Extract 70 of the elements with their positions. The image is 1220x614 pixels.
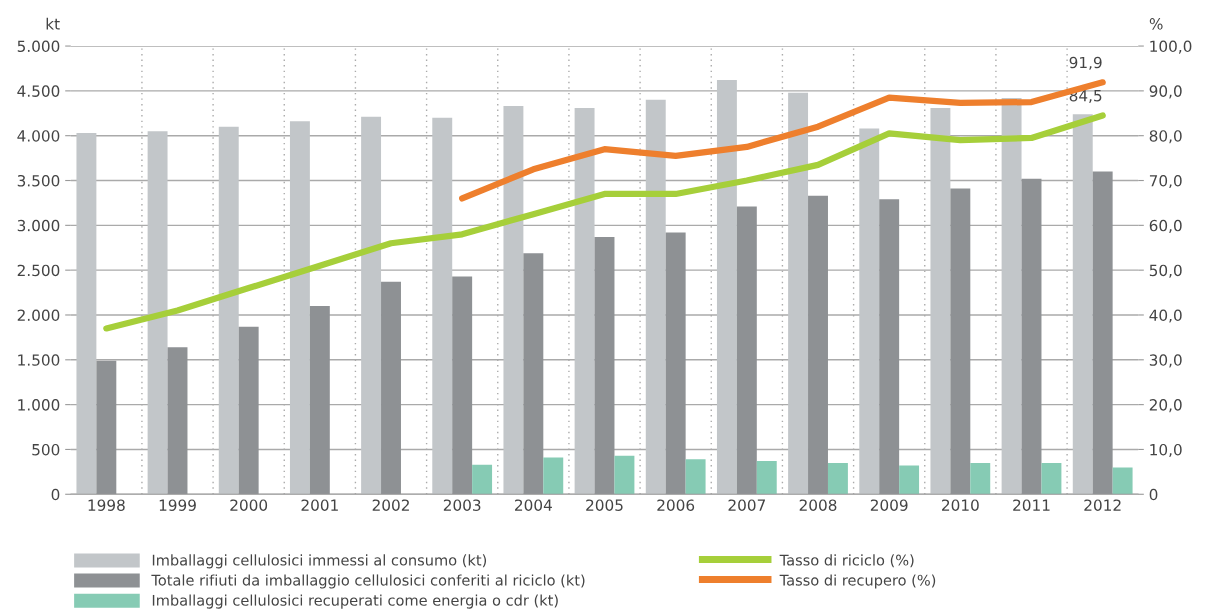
y-tick-label: 500 [32, 443, 60, 456]
bar [1041, 462, 1062, 495]
y2-tick-label: 80,0 [1149, 130, 1182, 144]
bar [1112, 467, 1133, 495]
bar [899, 465, 920, 495]
x-tick-label: 1999 [159, 499, 196, 511]
y-tick-label: 3.500 [17, 174, 60, 187]
legend-label: Imballaggi cellulosici recuperati come energia o cdr (kt) [152, 594, 558, 609]
bar [472, 464, 493, 495]
data-label: 91,9 [1069, 56, 1102, 70]
y2-axis-title: % [1149, 18, 1163, 30]
bar [614, 455, 635, 495]
bar [432, 117, 453, 495]
y-tick-label: 2.500 [17, 264, 60, 277]
y-tick-label: 0 [51, 488, 60, 501]
bar [76, 133, 97, 495]
bar [685, 459, 706, 495]
x-tick-label: 2005 [586, 499, 623, 511]
y2-tick-label: 10,0 [1150, 443, 1182, 458]
bar [1001, 98, 1022, 495]
bar [970, 462, 991, 495]
bar [218, 126, 239, 495]
y2-tick-label: 100,0 [1150, 40, 1192, 54]
legend-label: Imballaggi cellulosici immessi al consumo (kt) [152, 554, 487, 569]
bar [645, 99, 666, 495]
x-tick-label: 2004 [515, 499, 552, 511]
y-tick-label: 1.500 [18, 354, 60, 366]
bar [859, 128, 880, 495]
y-tick-label: 1.000 [18, 399, 60, 411]
y-axis-title: kt [46, 17, 60, 30]
bar [361, 116, 382, 495]
y2-tick-label: 60,0 [1149, 219, 1182, 233]
y-tick-label: 5.000 [17, 40, 60, 53]
bar [827, 462, 848, 495]
y2-tick-label: 50,0 [1149, 264, 1182, 278]
x-tick-label: 1998 [88, 499, 125, 511]
x-tick-label: 2003 [443, 499, 481, 511]
legend-label: Totale rifiuti da imballaggio cellulosici conferiti al riciclo (kt) [151, 574, 585, 589]
y2-tick-label: 30,0 [1149, 354, 1182, 368]
y-tick-label: 4.500 [17, 85, 60, 97]
y-tick-label: 2.000 [17, 309, 60, 321]
bar [289, 121, 310, 495]
bar [543, 457, 564, 495]
y2-tick-label: 70,0 [1149, 174, 1182, 189]
legend-label: Tasso di riciclo (%) [779, 554, 914, 568]
x-tick-label: 2009 [870, 499, 908, 511]
bar [788, 92, 809, 495]
x-tick-label: 2006 [657, 499, 695, 511]
bar [930, 107, 951, 495]
x-tick-label: 2012 [1084, 499, 1121, 511]
bar [147, 131, 168, 495]
x-tick-label: 2000 [230, 499, 268, 511]
y2-tick-label: 90,0 [1149, 85, 1182, 99]
x-tick-label: 2001 [301, 499, 338, 511]
y2-tick-label: 20,0 [1149, 399, 1182, 413]
y2-tick-label: 0 [1149, 488, 1158, 501]
bar [1072, 114, 1093, 495]
y2-tick-label: 40,0 [1149, 309, 1182, 323]
x-tick-label: 2002 [372, 499, 409, 511]
y-tick-label: 3.000 [17, 219, 60, 232]
y-tick-label: 4.000 [17, 130, 60, 142]
x-tick-label: 2008 [799, 499, 837, 511]
x-tick-label: 2010 [942, 499, 979, 511]
legend-label: Tasso di recupero (%) [779, 574, 936, 589]
bar [503, 106, 524, 495]
x-tick-label: 2011 [1013, 499, 1050, 511]
x-tick-label: 2007 [728, 499, 765, 511]
bar [756, 461, 777, 495]
bar [574, 107, 595, 495]
bar [716, 80, 737, 495]
